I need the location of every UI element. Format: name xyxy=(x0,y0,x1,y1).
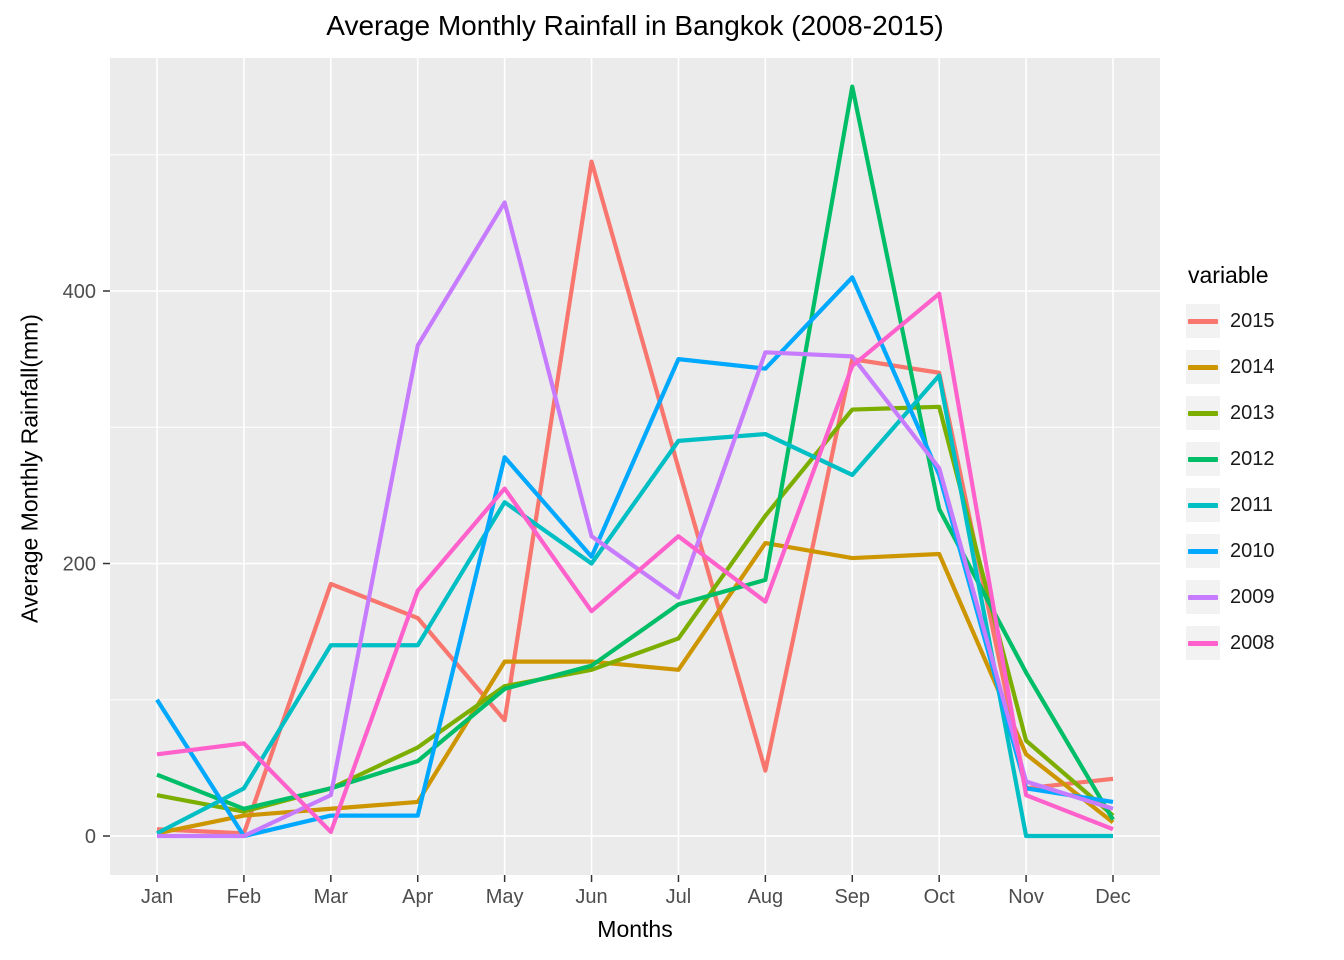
legend-item-label: 2010 xyxy=(1230,539,1275,562)
x-tick-label: Apr xyxy=(402,886,433,908)
legend-line-swatch xyxy=(1188,364,1218,370)
y-tick-label: 400 xyxy=(63,281,96,303)
legend-key xyxy=(1186,488,1220,522)
legend-item-2008: 2008 xyxy=(1186,623,1275,663)
legend-key xyxy=(1186,534,1220,568)
legend-line-swatch xyxy=(1188,410,1218,416)
legend-items: 2015 2014 2013 2012 2011 2010 2009 2008 xyxy=(1186,301,1275,663)
legend-line-swatch xyxy=(1188,456,1218,462)
series-line-2014 xyxy=(156,540,1115,836)
x-tick-label: Aug xyxy=(748,886,784,908)
legend-item-label: 2008 xyxy=(1230,631,1275,654)
y-tick-label: 200 xyxy=(63,554,96,576)
legend-item-label: 2014 xyxy=(1230,355,1275,378)
x-tick-label: Mar xyxy=(314,886,349,908)
legend-item-2013: 2013 xyxy=(1186,393,1275,433)
series-line-2008 xyxy=(156,291,1114,835)
legend-item-2011: 2011 xyxy=(1186,485,1275,525)
legend-line-swatch xyxy=(1188,640,1218,646)
legend-item-2009: 2009 xyxy=(1186,577,1275,617)
x-tick-label: Oct xyxy=(924,886,956,908)
legend-item-label: 2011 xyxy=(1230,493,1274,516)
plot-panel xyxy=(110,58,1160,875)
legend: variable 2015 2014 2013 2012 2011 2010 2009 200… xyxy=(1186,262,1275,669)
legend-line-swatch xyxy=(1188,318,1218,324)
series-line-2015 xyxy=(156,159,1114,836)
x-tick-label: Feb xyxy=(227,886,261,908)
legend-item-2015: 2015 xyxy=(1186,301,1275,341)
legend-key xyxy=(1186,304,1220,338)
legend-item-2010: 2010 xyxy=(1186,531,1275,571)
legend-line-swatch xyxy=(1188,594,1218,600)
x-axis-title: Months xyxy=(597,916,673,942)
legend-line-swatch xyxy=(1188,502,1218,508)
legend-key xyxy=(1186,442,1220,476)
y-axis-title: Average Monthly Rainfall(mm) xyxy=(16,314,43,623)
legend-item-label: 2009 xyxy=(1230,585,1275,608)
x-tick-label: Nov xyxy=(1008,886,1044,908)
x-tick-label: Sep xyxy=(834,886,870,908)
legend-item-label: 2015 xyxy=(1230,309,1275,332)
legend-item-2012: 2012 xyxy=(1186,439,1275,479)
legend-title: variable xyxy=(1188,262,1269,288)
y-tick-label: 0 xyxy=(85,826,96,848)
series-line-2012 xyxy=(156,84,1115,821)
x-tick-label: Jul xyxy=(666,886,692,908)
x-tick-label: May xyxy=(486,886,524,908)
x-tick-label: Jun xyxy=(575,886,607,908)
legend-key xyxy=(1186,350,1220,384)
series-line-2009 xyxy=(157,200,1114,839)
legend-item-2014: 2014 xyxy=(1186,347,1275,387)
legend-item-label: 2013 xyxy=(1230,401,1275,424)
legend-item-label: 2012 xyxy=(1230,447,1275,470)
chart-title: Average Monthly Rainfall in Bangkok (200… xyxy=(326,10,944,41)
legend-line-swatch xyxy=(1188,548,1218,554)
legend-key xyxy=(1186,396,1220,430)
x-tick-label: Jan xyxy=(141,886,173,908)
legend-key xyxy=(1186,626,1220,660)
series-line-2010 xyxy=(155,275,1114,839)
x-tick-label: Dec xyxy=(1095,886,1131,908)
series-line-2011 xyxy=(156,373,1113,839)
legend-key xyxy=(1186,580,1220,614)
